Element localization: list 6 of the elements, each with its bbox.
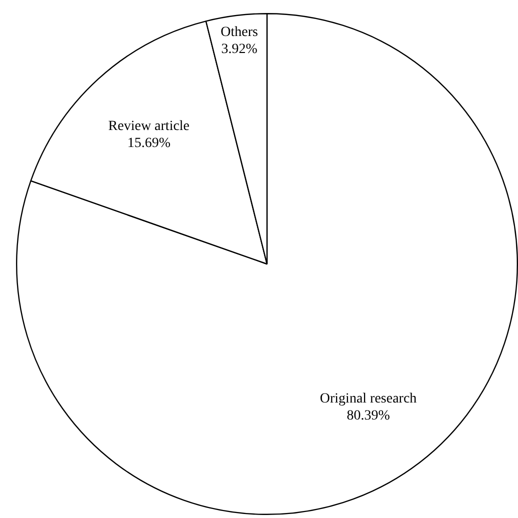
data-label: 3.92% — [221, 42, 258, 58]
data-label: 15.69% — [127, 136, 171, 152]
slice-label: Others — [220, 25, 258, 40]
slice-label: Original research — [320, 392, 417, 407]
data-label: 80.39% — [346, 408, 390, 424]
slice-label: Review article — [108, 119, 190, 134]
